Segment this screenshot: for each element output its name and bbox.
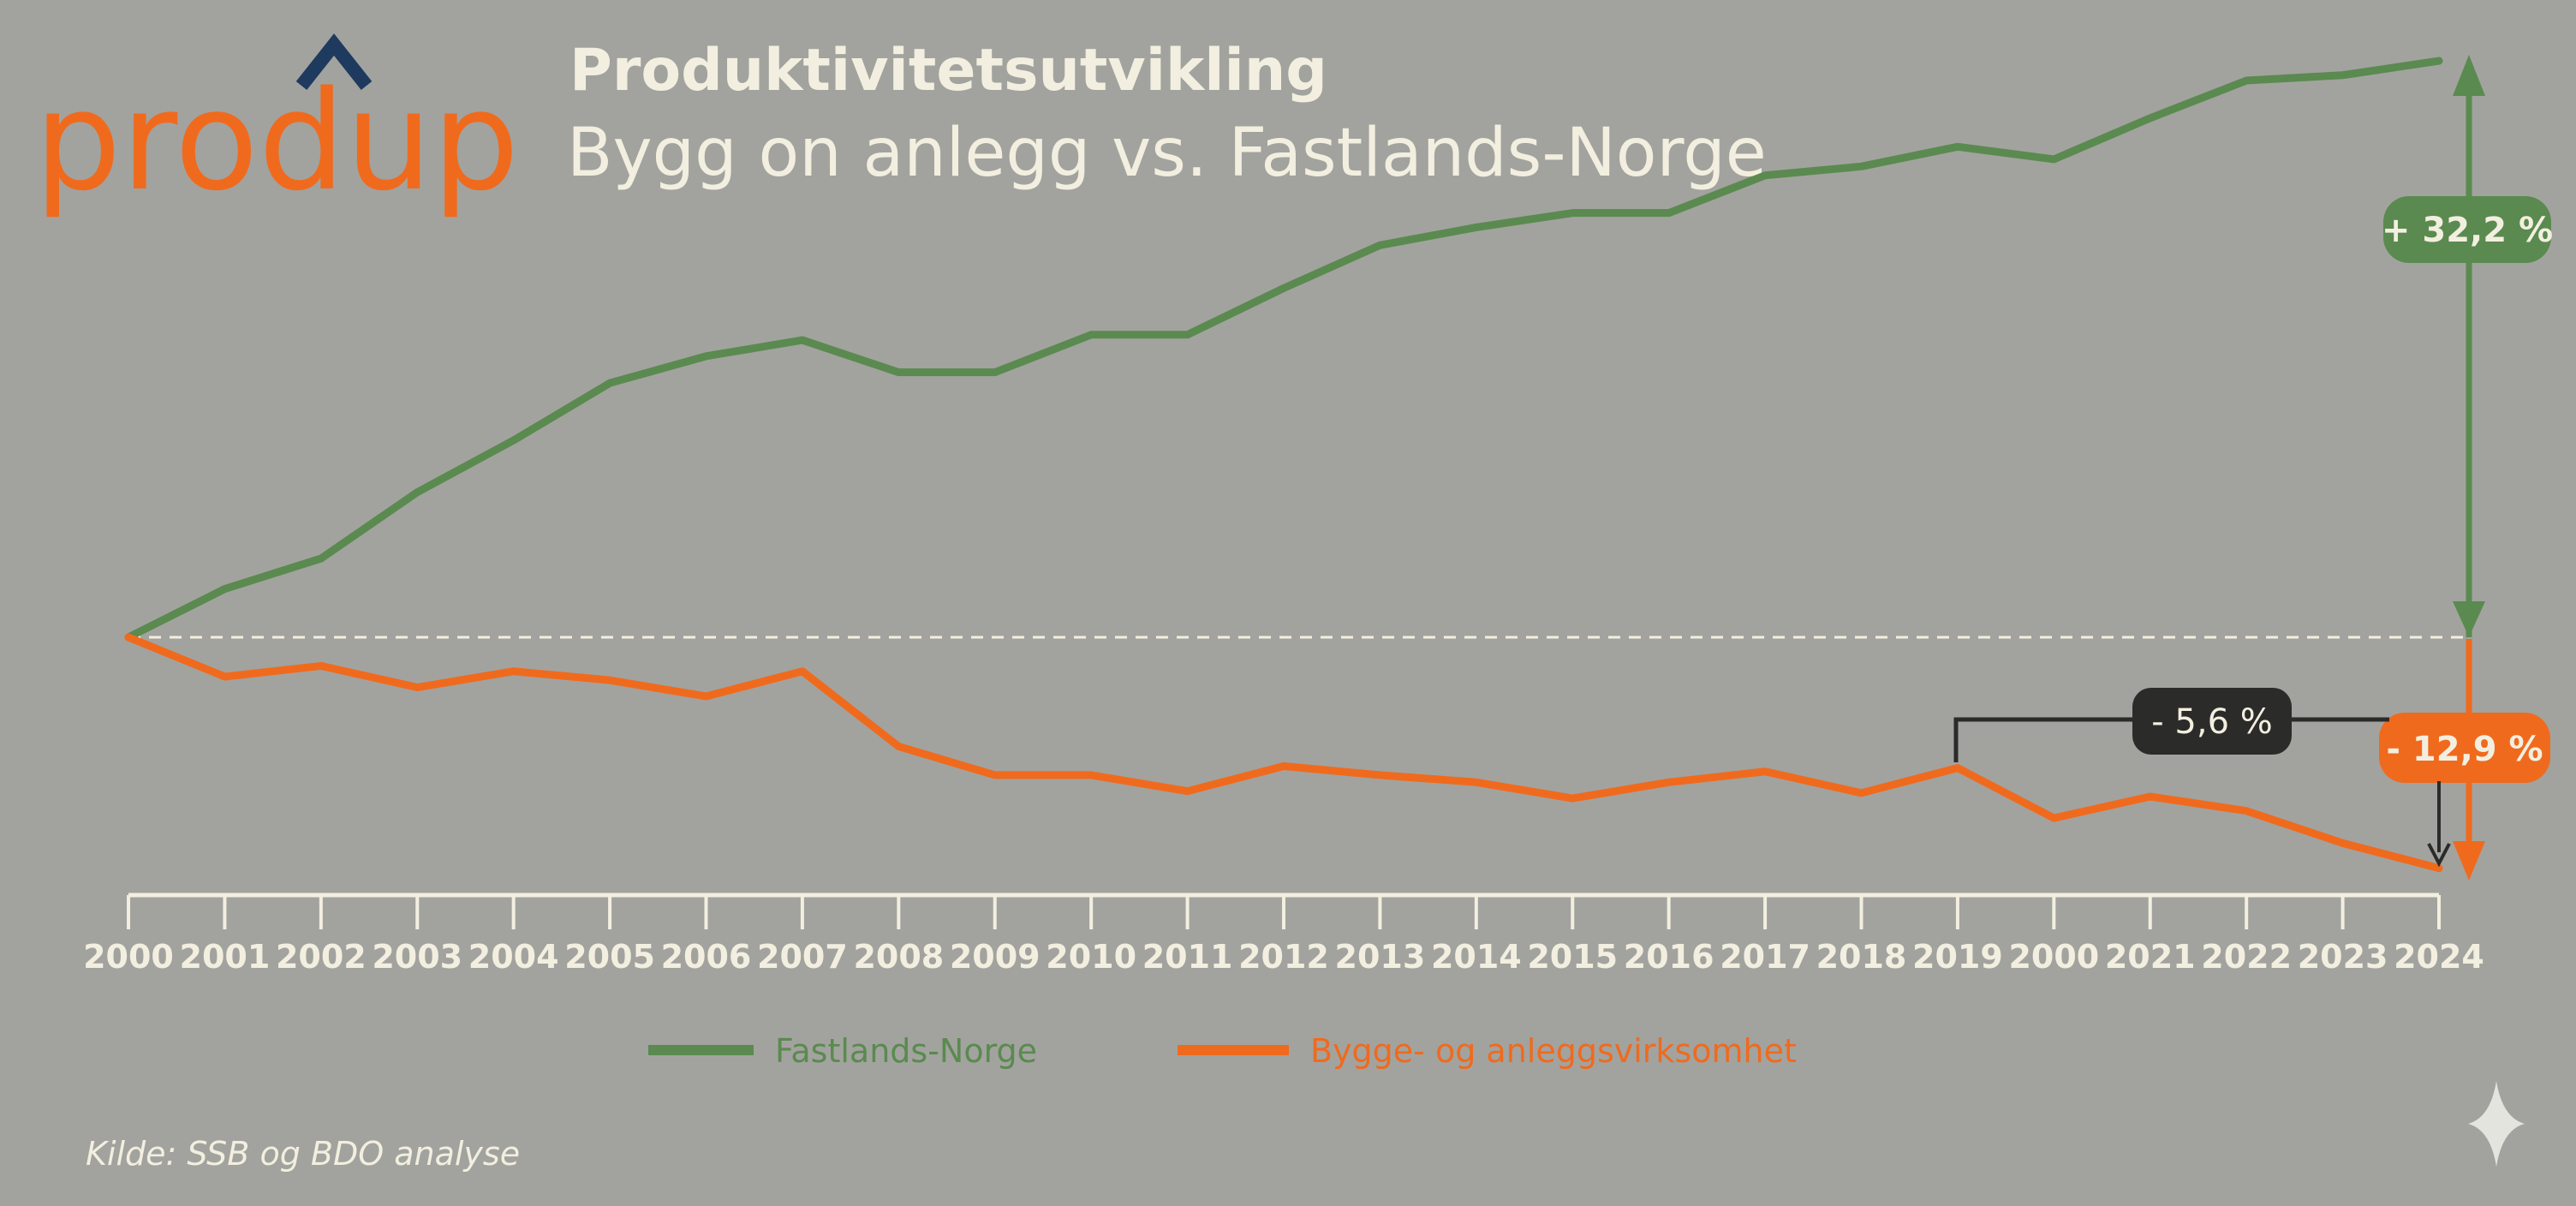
period-change-annotation: - 5,6 % [1953,688,2451,868]
x-tick-label: 2019 [1912,938,2003,976]
x-tick-label: 2010 [1046,938,1136,976]
up-arrow-icon [2453,55,2485,96]
orange-badge [2379,713,2550,783]
x-tick-label: 2011 [1142,938,1233,976]
logo-text: produp [34,61,519,221]
x-tick-label: 2017 [1720,938,1810,976]
x-tick-label: 2008 [853,938,944,976]
x-tick-label: 2001 [180,938,271,976]
x-tick-label: 2014 [1431,938,1522,976]
green-badge [2383,196,2551,263]
x-tick-label: 2013 [1335,938,1426,976]
x-tick-label: 2022 [2201,938,2292,976]
logo-caret-icon [295,33,373,90]
x-tick-label: 2005 [564,938,655,976]
black-arrow-icon [2427,843,2451,868]
x-tick-label: 2002 [276,938,367,976]
green-change-annotation: + 32,2 % [2382,55,2553,637]
legend-label-orange: Bygge- og anleggsvirksomhet [1310,1032,1797,1070]
orange-badge-label: - 12,9 % [2386,730,2543,769]
x-tick-label: 2023 [2298,938,2388,976]
x-tick-label: 2009 [950,938,1041,976]
source-note: Kilde: SSB og BDO analyse [86,1135,520,1173]
black-badge-label: - 5,6 % [2151,702,2272,742]
x-tick-label: 2006 [661,938,752,976]
black-badge [2132,688,2292,755]
x-tick-label: 2024 [2394,938,2484,976]
legend-label-green: Fastlands-Norge [775,1032,1037,1070]
logo: produp [34,33,519,221]
x-tick-label: 2003 [372,938,462,976]
x-tick-label: 2018 [1816,938,1907,976]
x-tick-label: 2000 [83,938,174,976]
sparkle-icon [2468,1081,2525,1167]
down-arrow-icon [2453,841,2485,881]
orange-change-annotation: - 12,9 % [2379,639,2550,881]
x-tick-label: 2004 [468,938,559,976]
down-arrowhead-icon [2453,601,2485,637]
x-tick-label: 2021 [2105,938,2196,976]
x-tick-label: 2016 [1624,938,1714,976]
x-tick-label: 2007 [757,938,848,976]
x-tick-label: 2015 [1527,938,1618,976]
x-tick-label: 2012 [1238,938,1329,976]
x-axis: 2000 2001 2002 2003 2004 2005 2006 2007 2008 2009… [83,893,2484,976]
chart-subtitle: Bygg on anlegg vs. Fastlands-Norge [567,115,1767,192]
green-badge-label: + 32,2 % [2382,211,2553,250]
chart-title: Produktivitetsutvikling [569,37,1327,104]
x-tick-label: 2000 [2008,938,2099,976]
series-lines [124,57,2443,873]
legend: Fastlands-Norge Bygge- og anleggsvirksom… [648,1032,1797,1070]
